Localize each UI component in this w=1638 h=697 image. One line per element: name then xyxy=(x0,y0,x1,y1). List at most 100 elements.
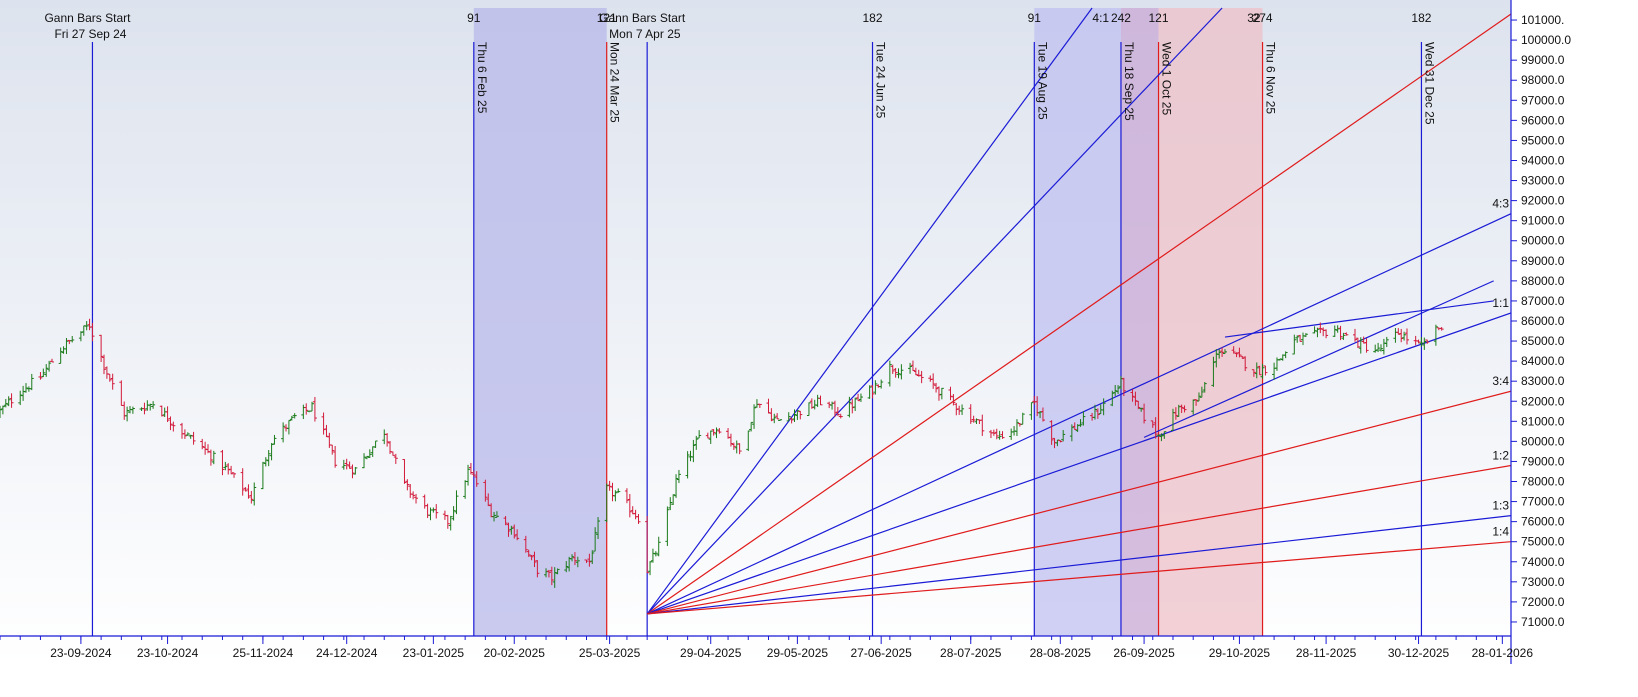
plot-background xyxy=(0,0,1511,664)
ohlc-bar xyxy=(1061,430,1066,442)
y-tick-label: 90000.0 xyxy=(1521,234,1565,248)
ohlc-bar xyxy=(58,347,63,364)
gann-ray-label: 4:3 xyxy=(1492,197,1509,211)
gann-fan-ray[interactable] xyxy=(647,541,1511,615)
ohlc-bar xyxy=(564,561,569,573)
ohlc-bar xyxy=(590,550,595,565)
vertical-date-label: Tue 24 Jun 25 xyxy=(874,42,888,119)
ohlc-bar xyxy=(1335,325,1340,333)
ohlc-bar xyxy=(749,421,754,432)
ohlc-bar xyxy=(168,416,173,431)
shaded-time-zone xyxy=(1034,8,1121,636)
x-tick-label: 28-07-2025 xyxy=(940,646,1002,660)
ohlc-bar xyxy=(130,406,135,414)
ohlc-bar xyxy=(835,406,840,416)
gann-fan-ray[interactable] xyxy=(647,464,1511,615)
gann-fan-ray[interactable] xyxy=(646,312,1511,615)
ohlc-bar xyxy=(0,405,2,419)
ohlc-bar xyxy=(737,443,742,455)
ohlc-bar xyxy=(818,395,823,406)
ohlc-bar xyxy=(685,451,690,479)
ohlc-bar xyxy=(532,551,537,568)
ohlc-bar xyxy=(44,364,49,377)
cycle-count-label: 91 xyxy=(1028,11,1042,25)
y-tick-label: 81000.0 xyxy=(1521,414,1565,428)
ohlc-bar xyxy=(1439,326,1444,331)
ohlc-bar xyxy=(347,461,352,469)
ohlc-bar xyxy=(0,405,5,415)
gann-fan-ray[interactable] xyxy=(646,213,1511,615)
gann-fan-ray[interactable] xyxy=(646,7,1223,615)
gann-start-title: Gann Bars Start xyxy=(599,11,686,25)
y-tick-label: 96000.0 xyxy=(1521,113,1565,127)
ohlc-bar xyxy=(1020,412,1025,425)
ohlc-bar xyxy=(232,472,237,478)
ohlc-bar xyxy=(653,551,658,557)
ohlc-bar xyxy=(3,399,8,408)
ohlc-bar xyxy=(1196,392,1201,402)
ohlc-bar xyxy=(1095,408,1100,419)
ohlc-bar xyxy=(714,427,719,439)
ohlc-bar xyxy=(208,449,213,466)
y-tick-label: 72000.0 xyxy=(1521,595,1565,609)
ohlc-bar xyxy=(798,410,803,420)
vertical-date-label: Wed 1 Oct 25 xyxy=(1160,42,1174,115)
gann-fan-ray[interactable] xyxy=(647,515,1511,615)
ohlc-bar xyxy=(29,373,34,391)
x-tick-label: 25-11-2024 xyxy=(233,646,294,660)
gann-fan-ray[interactable] xyxy=(646,13,1511,615)
ohlc-bar xyxy=(1029,402,1034,420)
ohlc-bar xyxy=(1404,328,1409,345)
ohlc-bar xyxy=(708,430,713,444)
ohlc-bar xyxy=(1298,334,1303,342)
ohlc-bar xyxy=(102,354,107,375)
ohlc-bar xyxy=(402,459,407,484)
ohlc-bar xyxy=(286,420,291,435)
ohlc-bar xyxy=(185,432,190,436)
vertical-date-label: Thu 6 Nov 25 xyxy=(1264,42,1278,114)
ohlc-bar xyxy=(1237,347,1242,358)
ohlc-bar xyxy=(980,414,985,436)
ohlc-bar xyxy=(1376,342,1381,353)
cycle-count-label: 274 xyxy=(1253,11,1273,25)
ohlc-bar xyxy=(1341,332,1346,340)
ohlc-bar xyxy=(451,506,456,521)
trend-line[interactable] xyxy=(1143,280,1494,438)
ohlc-bar xyxy=(18,390,23,406)
ohlc-bar xyxy=(1315,327,1320,338)
ohlc-bar xyxy=(47,360,52,372)
ohlc-bar xyxy=(1422,337,1427,350)
ohlc-bar xyxy=(24,383,29,393)
ohlc-bar xyxy=(1338,325,1343,341)
ohlc-bar xyxy=(806,402,811,416)
ohlc-bar xyxy=(466,464,471,486)
vertical-date-label: Mon 24 Mar 25 xyxy=(608,42,622,123)
gann-fan-ray[interactable] xyxy=(646,7,1093,615)
ohlc-bar xyxy=(1101,398,1106,416)
ohlc-bar xyxy=(405,479,410,491)
y-tick-label: 88000.0 xyxy=(1521,274,1565,288)
ohlc-bar xyxy=(151,401,156,409)
y-tick-label: 85000.0 xyxy=(1521,334,1565,348)
ohlc-bar xyxy=(509,525,514,535)
y-tick-label: 98000.0 xyxy=(1521,73,1565,87)
y-tick-label: 80000.0 xyxy=(1521,434,1565,448)
gann-fan-ray[interactable] xyxy=(647,390,1511,615)
vertical-date-label: Thu 6 Feb 25 xyxy=(475,42,489,114)
x-tick-label: 23-10-2024 xyxy=(137,646,199,660)
x-tick-label: 20-02-2025 xyxy=(484,646,546,660)
trend-line[interactable] xyxy=(1224,300,1494,338)
ohlc-bar xyxy=(148,403,153,411)
ohlc-bar xyxy=(333,446,338,468)
ohlc-bar xyxy=(769,408,774,422)
ohlc-bar xyxy=(1243,356,1248,372)
y-tick-label: 82000.0 xyxy=(1521,394,1565,408)
ohlc-bar xyxy=(492,511,497,522)
y-tick-label: 86000.0 xyxy=(1521,314,1565,328)
ohlc-bar xyxy=(910,360,915,371)
ohlc-bar xyxy=(968,404,973,424)
ohlc-bar xyxy=(853,397,858,411)
gann-ray-label: 1:3 xyxy=(1492,499,1509,513)
ohlc-bar xyxy=(850,399,855,414)
